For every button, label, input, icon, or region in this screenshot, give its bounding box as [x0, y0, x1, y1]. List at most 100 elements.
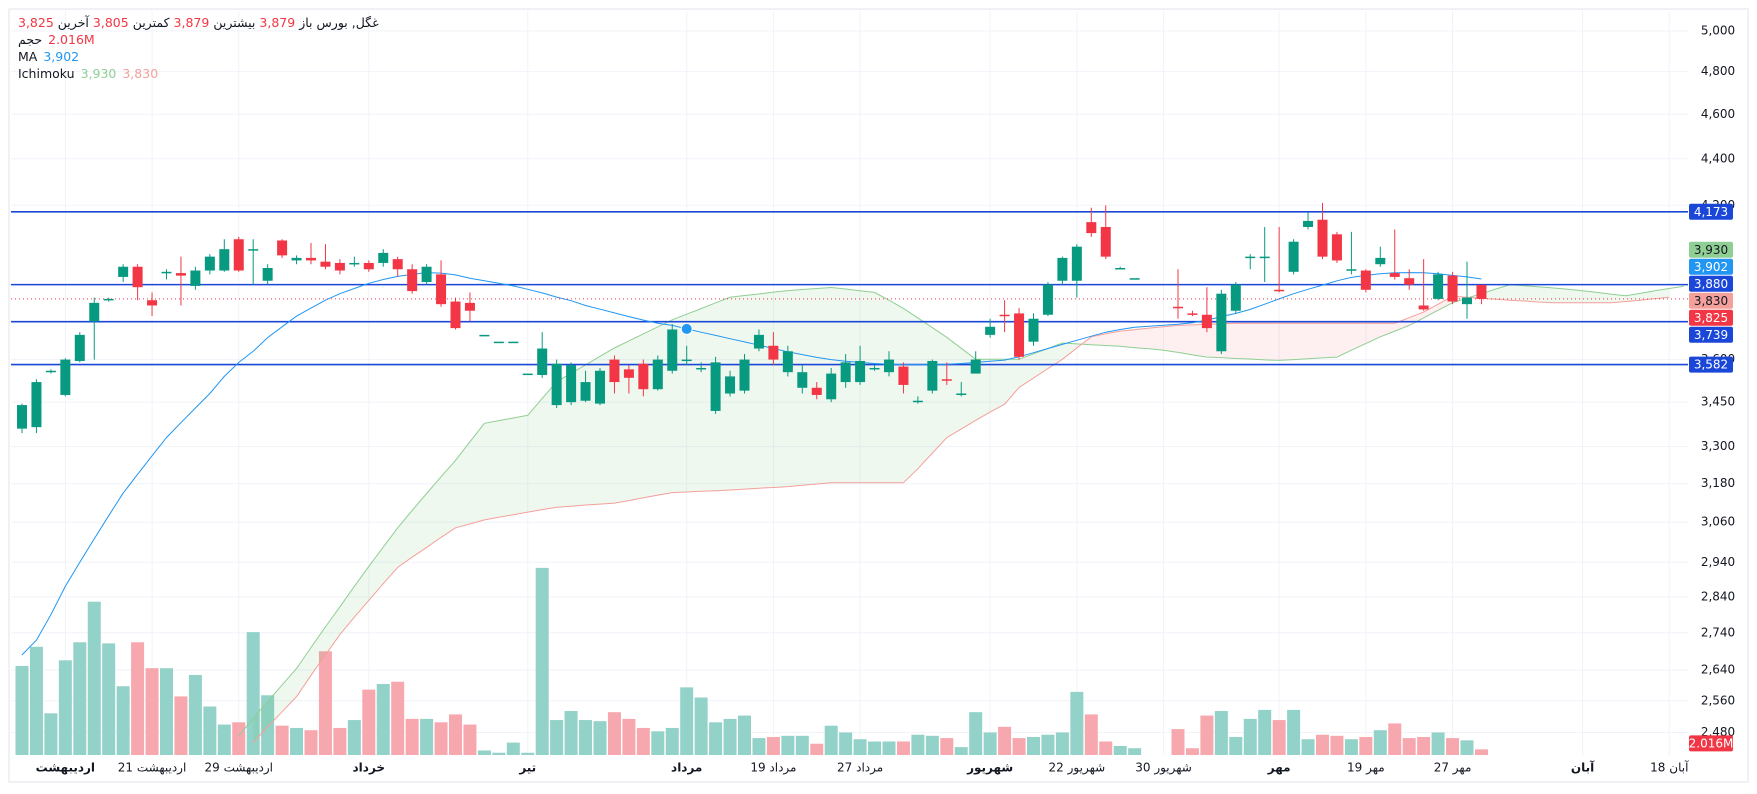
y-tick-label: 3,060: [1701, 515, 1735, 529]
cloud-fill: [1582, 290, 1598, 303]
volume-bar: [1258, 709, 1272, 755]
candle-body: [1216, 293, 1227, 352]
badge-label: 2.016M: [1689, 736, 1734, 750]
cloud-fill: [1235, 323, 1251, 360]
candle-body: [580, 382, 591, 401]
candle-body: [1201, 314, 1212, 329]
candle-body: [1360, 270, 1371, 290]
candle-body: [1274, 289, 1285, 292]
volume-bar: [492, 752, 506, 755]
ohlc-legend: غگل, بورس باز 3,879 بیشترین 3,879 کمترین 3,…: [18, 14, 379, 31]
cloud-fill: [628, 333, 644, 501]
candle-body: [1173, 306, 1183, 309]
cloud-fill: [744, 293, 759, 490]
candle-body: [1042, 284, 1053, 315]
y-tick-label: 2,640: [1701, 662, 1735, 676]
x-tick-label: تیر: [518, 761, 536, 775]
cloud-fill: [1163, 325, 1178, 353]
field-value: 3,805: [92, 15, 129, 30]
x-tick-label: 18 آبان: [1650, 760, 1689, 775]
candle-body: [1476, 284, 1487, 299]
volume-bar: [1474, 749, 1488, 755]
cloud-fill: [686, 308, 702, 492]
y-tick-label: 4,600: [1701, 107, 1735, 121]
volume-bar: [1084, 714, 1098, 755]
x-tick-label: مرداد: [671, 761, 702, 775]
volume-bar: [810, 743, 824, 755]
candle-body: [1086, 222, 1097, 234]
volume-bar: [391, 681, 405, 755]
candle-body: [927, 360, 938, 391]
volume-bar: [607, 712, 621, 755]
candle-body: [450, 301, 461, 329]
ma-legend: MA 3,902: [18, 48, 379, 65]
volume-bar: [246, 632, 260, 755]
candle-body: [595, 370, 605, 404]
price-badge: 3,739: [1689, 326, 1733, 343]
volume-bar: [1402, 738, 1416, 755]
volume-bar: [203, 706, 217, 755]
candle-body: [1389, 273, 1400, 277]
cloud-fill: [1308, 323, 1323, 359]
volume-bar: [622, 718, 636, 755]
grid: [11, 11, 1688, 755]
volume-bar: [853, 739, 867, 755]
cloud-fill: [1192, 324, 1207, 358]
volume-bar: [969, 712, 983, 755]
cloud-fill: [889, 300, 904, 483]
volume-bar: [1316, 734, 1329, 755]
volume-bar: [1070, 691, 1084, 755]
volume-bar: [15, 665, 29, 755]
field-label: بیشترین: [213, 15, 256, 30]
x-tick-label: اردیبهشت: [36, 761, 95, 775]
candle-body: [17, 405, 27, 429]
cloud-fill: [773, 290, 788, 488]
candle-body: [1187, 313, 1198, 315]
cloud-fill: [730, 295, 745, 491]
candle-body: [840, 362, 851, 383]
volume-bar: [694, 697, 708, 755]
cloud-fill: [1322, 323, 1337, 358]
cloud-fill: [1336, 323, 1352, 358]
candle-body: [537, 348, 548, 375]
volume-bar: [1243, 718, 1257, 755]
volume-bar: [463, 724, 477, 755]
badge-label: 3,739: [1694, 328, 1728, 342]
volume-bar: [593, 721, 607, 755]
volume-bar: [1055, 732, 1069, 755]
candle-body: [768, 345, 779, 360]
candle-body: [45, 370, 56, 373]
volume-bar: [261, 695, 275, 755]
ichimoku-value: 3,930: [80, 66, 117, 81]
badge-bg: [1689, 258, 1733, 275]
y-tick-label: 3,450: [1701, 395, 1735, 409]
volume-bar: [1027, 736, 1040, 755]
volume-bar: [954, 747, 968, 755]
candle-body: [1418, 305, 1429, 310]
volume-bar: [911, 734, 925, 755]
candle-body: [782, 351, 793, 373]
ma-value: 3,902: [43, 49, 80, 64]
candle-body: [277, 240, 288, 256]
volume-bar: [1272, 720, 1286, 755]
cloud-fill: [990, 359, 1005, 413]
cloud-fill: [354, 566, 369, 618]
candle-body: [1433, 274, 1444, 299]
candle-body: [1303, 220, 1314, 227]
candle-body: [1230, 284, 1241, 311]
x-tick-label: خرداد: [353, 761, 386, 775]
field-label: باز: [299, 15, 313, 30]
cloud-fill: [498, 417, 514, 518]
candle-body: [320, 261, 331, 267]
volume-bar: [723, 718, 737, 755]
volume-bar: [275, 725, 289, 755]
cloud-fill: [455, 441, 470, 528]
x-tick-label: 21 اردیبهشت: [118, 761, 187, 776]
candle-body: [407, 269, 418, 292]
candle-body: [826, 373, 837, 400]
volume-bar: [1330, 735, 1344, 755]
candle-body: [999, 314, 1010, 317]
candle-body: [175, 273, 186, 276]
volume-bar: [44, 713, 58, 755]
candle-body: [392, 259, 403, 270]
